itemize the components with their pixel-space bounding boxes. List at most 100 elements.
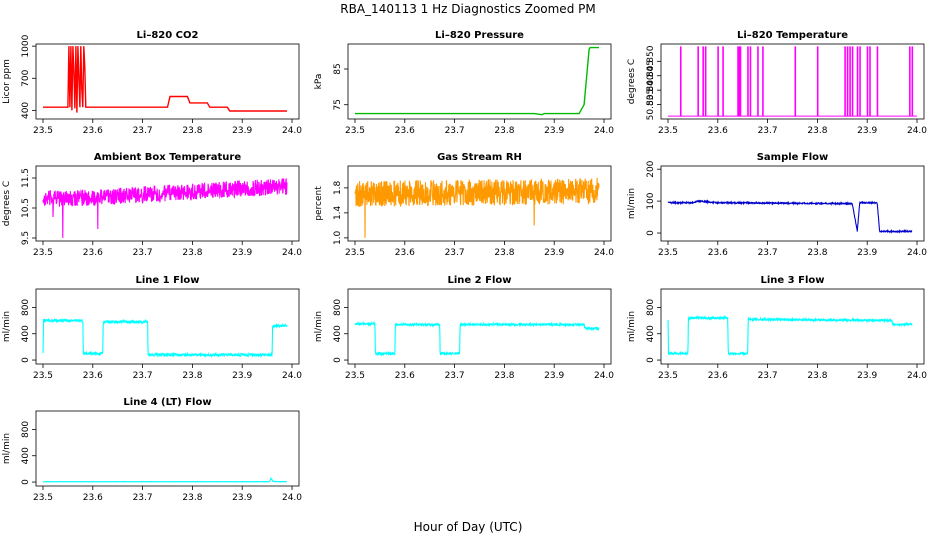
panel-title: Line 4 (LT) Flow — [123, 397, 211, 408]
y-tick-label: 800 — [646, 299, 656, 316]
x-tick-label: 23.5 — [658, 126, 678, 136]
y-tick-label: 50.840 — [646, 74, 656, 106]
x-tick-label: 23.6 — [708, 248, 728, 258]
x-tick-label: 23.5 — [658, 371, 678, 381]
x-tick-label: 23.7 — [758, 371, 778, 381]
chart-panel-7: Line 1 Flow ml/min 23.5 23.6 23.7 23.8 23.9 24.… — [2, 275, 302, 381]
chart-panels: Li–820 CO2 Licor ppm 23.5 23.6 23.7 23.8 23.9 2… — [2, 30, 927, 503]
y-axis-label: kPa — [314, 74, 324, 90]
x-tick-label: 23.5 — [33, 248, 53, 258]
x-tick-label: 24.0 — [907, 248, 927, 258]
chart-panel-10: Line 4 (LT) Flow ml/min 23.5 23.6 23.7 23.8 23… — [2, 397, 302, 503]
x-tick-label: 23.9 — [857, 248, 877, 258]
x-tick-label: 23.7 — [133, 493, 153, 503]
data-series-line — [355, 46, 599, 116]
x-tick-label: 23.9 — [544, 248, 564, 258]
chart-panel-5: Gas Stream RH percent 23.5 23.6 23.7 23.8 23.9… — [314, 152, 614, 258]
x-tick-label: 23.8 — [494, 126, 514, 136]
chart-panel-1: Li–820 CO2 Licor ppm 23.5 23.6 23.7 23.8 23.9 2… — [2, 30, 302, 136]
x-axis-label: Hour of Day (UTC) — [414, 520, 523, 534]
y-tick-label: 400 — [333, 325, 343, 342]
x-tick-label: 23.7 — [445, 126, 465, 136]
data-series-line — [354, 320, 600, 357]
x-tick-label: 24.0 — [594, 248, 614, 258]
x-tick-label: 24.0 — [282, 126, 302, 136]
plot-frame — [35, 288, 300, 365]
chart-panel-4: Ambient Box Temperature degrees C 23.5 23.6… — [2, 152, 302, 258]
y-axis-label: ml/min — [2, 433, 12, 464]
y-tick-label: 800 — [21, 299, 31, 316]
panel-title: Li–820 Temperature — [737, 30, 848, 41]
panel-title: Li–820 CO2 — [137, 30, 199, 41]
x-tick-label: 23.5 — [33, 493, 53, 503]
plot-frame — [347, 43, 612, 120]
x-tick-label: 23.9 — [857, 371, 877, 381]
y-tick-label: 800 — [333, 299, 343, 316]
x-tick-label: 23.9 — [232, 126, 252, 136]
x-tick-label: 23.6 — [708, 126, 728, 136]
y-tick-label: 100 — [646, 192, 656, 209]
data-series-line — [668, 46, 917, 117]
y-tick-label: 50.850 — [646, 45, 656, 77]
x-tick-label: 23.5 — [345, 126, 365, 136]
x-tick-label: 23.8 — [182, 493, 202, 503]
panel-title: Li–820 Pressure — [435, 30, 524, 41]
x-tick-label: 23.8 — [494, 371, 514, 381]
y-tick-label: 10.5 — [21, 198, 31, 218]
y-axis-label: ml/min — [314, 311, 324, 342]
plot-frame — [660, 288, 925, 365]
x-tick-label: 23.9 — [232, 493, 252, 503]
panel-title: Line 1 Flow — [136, 275, 200, 286]
y-axis-label: ml/min — [2, 311, 12, 342]
x-tick-label: 24.0 — [594, 126, 614, 136]
x-tick-label: 24.0 — [282, 493, 302, 503]
y-tick-label: 1.0 — [333, 230, 343, 245]
y-tick-label: 9.5 — [21, 231, 31, 245]
plot-frame — [35, 410, 300, 487]
x-tick-label: 23.9 — [544, 371, 564, 381]
x-tick-label: 23.7 — [758, 126, 778, 136]
y-tick-label: 50.835 — [646, 89, 656, 121]
x-tick-label: 23.8 — [182, 371, 202, 381]
plot-frame — [660, 165, 925, 242]
y-tick-label: 800 — [21, 421, 31, 438]
data-series-line — [667, 314, 913, 357]
data-series-line — [42, 177, 288, 239]
chart-panel-9: Line 3 Flow ml/min 23.5 23.6 23.7 23.8 23.9 24.… — [627, 275, 927, 381]
x-tick-label: 23.5 — [33, 126, 53, 136]
x-tick-label: 23.8 — [182, 248, 202, 258]
plot-frame — [35, 165, 300, 242]
x-tick-label: 23.6 — [708, 371, 728, 381]
y-axis-label: percent — [314, 186, 324, 221]
panel-title: Ambient Box Temperature — [94, 152, 241, 163]
x-tick-label: 24.0 — [282, 248, 302, 258]
x-tick-label: 23.7 — [758, 248, 778, 258]
y-tick-label: 400 — [646, 325, 656, 342]
chart-panel-3: Li–820 Temperature degrees C 23.5 23.6 23.7 2… — [627, 30, 927, 136]
panel-title: Line 2 Flow — [448, 275, 512, 286]
x-tick-label: 23.6 — [395, 371, 415, 381]
x-tick-label: 23.9 — [544, 126, 564, 136]
data-series-line — [42, 317, 288, 358]
chart-panel-6: Sample Flow ml/min 23.5 23.6 23.7 23.8 23.9 24.… — [627, 152, 927, 258]
figure-title: RBA_140113 1 Hz Diagnostics Zoomed PM — [340, 2, 595, 16]
y-tick-label: 85 — [333, 63, 343, 74]
x-tick-label: 23.7 — [133, 126, 153, 136]
panel-title: Line 3 Flow — [761, 275, 825, 286]
y-tick-label: 50.845 — [646, 60, 656, 92]
x-tick-label: 23.6 — [83, 371, 103, 381]
y-tick-label: 1.4 — [333, 205, 343, 220]
x-tick-label: 23.8 — [807, 248, 827, 258]
panel-title: Sample Flow — [757, 152, 829, 163]
y-tick-label: 700 — [21, 69, 31, 86]
y-tick-label: 0 — [21, 479, 31, 485]
plot-frame — [347, 288, 612, 365]
x-tick-label: 23.6 — [395, 126, 415, 136]
chart-panel-2: Li–820 Pressure kPa 23.5 23.6 23.7 23.8 23.9 24… — [314, 30, 614, 136]
x-tick-label: 23.5 — [33, 371, 53, 381]
x-tick-label: 23.7 — [133, 248, 153, 258]
x-tick-label: 23.8 — [807, 371, 827, 381]
data-series-line — [42, 477, 287, 483]
x-tick-label: 23.6 — [395, 248, 415, 258]
